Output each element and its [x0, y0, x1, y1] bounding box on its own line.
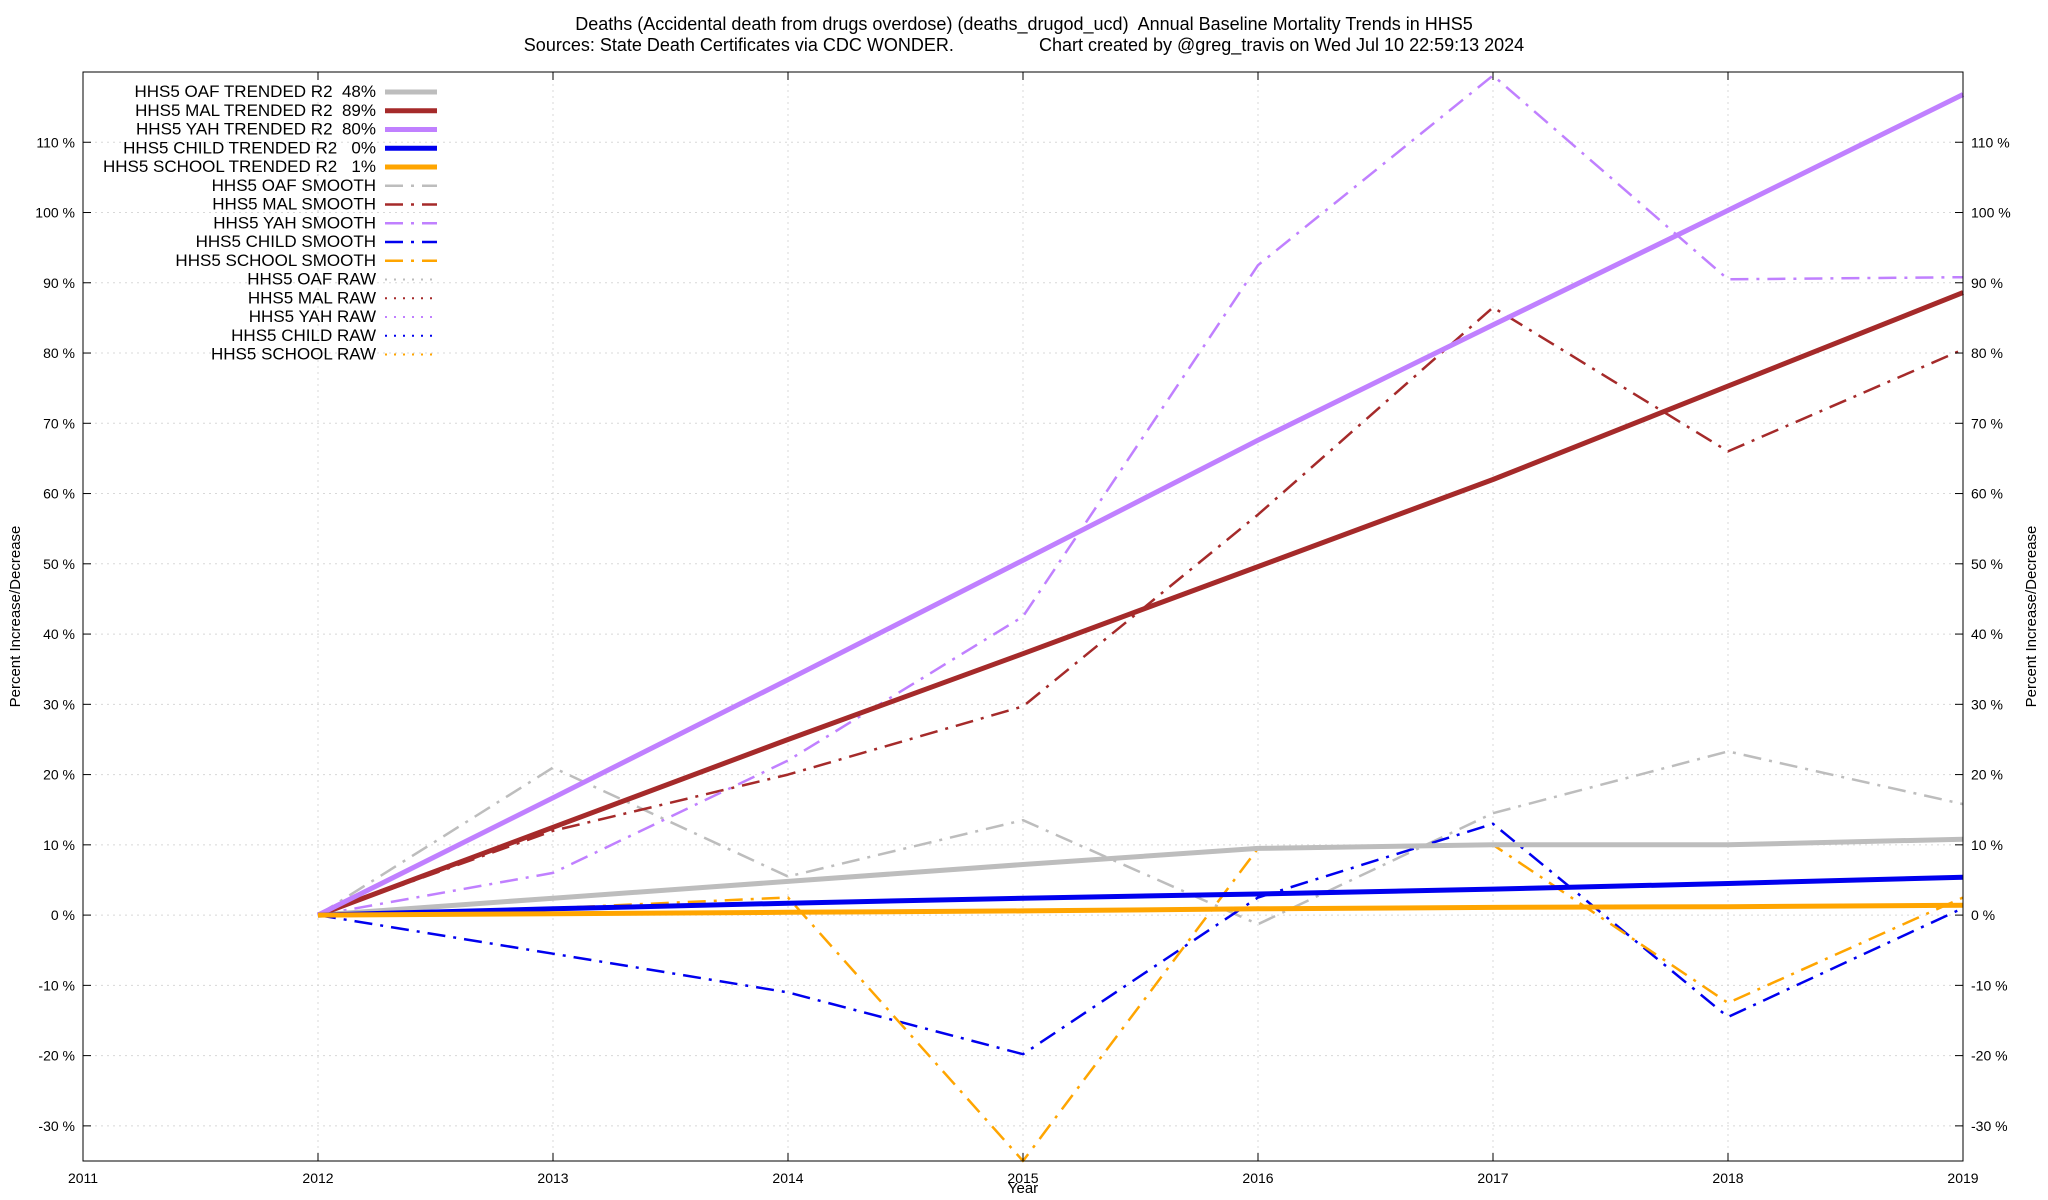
y2-tick-label: 30 % [1971, 696, 2003, 712]
legend-label: HHS5 MAL SMOOTH [212, 195, 376, 214]
x-tick-label: 2018 [1712, 1170, 1743, 1186]
y2-tick-label: 0 % [1971, 907, 1995, 923]
y-tick-label: 60 % [43, 486, 75, 502]
y-tick-label: 10 % [43, 837, 75, 853]
y-tick-label: 110 % [36, 134, 75, 150]
y-tick-label: 80 % [43, 345, 75, 361]
y-tick-label: 90 % [43, 275, 75, 291]
x-tick-label: 2012 [302, 1170, 333, 1186]
y2-tick-label: 70 % [1971, 415, 2003, 431]
chart-title: Deaths (Accidental death from drugs over… [575, 14, 1473, 34]
y2-tick-label: 50 % [1971, 556, 2003, 572]
y2-tick-label: 80 % [1971, 345, 2003, 361]
series-line-hhs5-school-smooth [317, 843, 1964, 1163]
legend-label: HHS5 SCHOOL TRENDED R2 1% [103, 157, 376, 176]
series-line-hhs5-oaf-smooth [317, 750, 1964, 926]
y-tick-label: 40 % [43, 626, 75, 642]
series-line-hhs5-yah-trended [316, 92, 1965, 918]
y-tick-label: 70 % [43, 415, 75, 431]
y-tick-label: 30 % [43, 696, 75, 712]
y2-tick-label: 10 % [1971, 837, 2003, 853]
y2-tick-label: 90 % [1971, 275, 2003, 291]
chart-subtitle: Sources: State Death Certificates via CD… [523, 35, 1525, 55]
y-tick-label: -20 % [38, 1048, 75, 1064]
x-tick-label: 2019 [1947, 1170, 1978, 1186]
x-tick-label: 2016 [1242, 1170, 1273, 1186]
series-line-hhs5-child-trended [317, 874, 1964, 918]
series-line-hhs5-mal-smooth [317, 306, 1964, 917]
legend-label: HHS5 OAF RAW [247, 270, 376, 289]
series-line-hhs5-child-smooth [317, 822, 1964, 1056]
y-tick-label: -10 % [38, 977, 75, 993]
y2-tick-label: 100 % [1971, 205, 2011, 221]
plot-series [316, 74, 1965, 1163]
x-tick-label: 2013 [537, 1170, 568, 1186]
x-tick-label: 2011 [68, 1170, 98, 1186]
legend-label: HHS5 SCHOOL SMOOTH [175, 251, 376, 270]
y-tick-label: -30 % [38, 1118, 75, 1134]
legend-label: HHS5 CHILD RAW [231, 326, 376, 345]
x-tick-label: 2017 [1477, 1170, 1508, 1186]
axis-ticks: 2011 2012 2013 2014 2015 2016 2017 2018 2019 -30 … [35, 72, 2011, 1186]
y-tick-label: 0 % [51, 907, 75, 923]
legend-label: HHS5 OAF TRENDED R2 48% [134, 82, 376, 101]
legend-label: HHS5 MAL RAW [248, 288, 376, 307]
legend-label: HHS5 CHILD TRENDED R2 0% [123, 138, 376, 157]
y2-tick-label: -10 % [1971, 977, 2008, 993]
y-axis-label: Percent Increase/Decrease [7, 526, 24, 708]
y-tick-label: 20 % [43, 767, 75, 783]
legend-label: HHS5 OAF SMOOTH [212, 176, 376, 195]
legend-label: HHS5 CHILD SMOOTH [196, 232, 376, 251]
y2-tick-label: 60 % [1971, 486, 2003, 502]
series-line-hhs5-school-trended [317, 902, 1964, 918]
y-tick-label: 50 % [43, 556, 75, 572]
x-axis-label: Year [1008, 1180, 1038, 1197]
legend-label: HHS5 YAH TRENDED R2 80% [136, 120, 376, 139]
y2-tick-label: -30 % [1971, 1118, 2008, 1134]
x-tick-label: 2015 [1007, 1170, 1038, 1186]
y2-tick-label: 20 % [1971, 767, 2003, 783]
y-tick-label: 100 % [35, 205, 75, 221]
legend: HHS5 OAF TRENDED R2 48%HHS5 MAL TRENDED … [103, 82, 437, 364]
y2-axis-label: Percent Increase/Decrease [2023, 526, 2040, 708]
legend-label: HHS5 MAL TRENDED R2 89% [135, 101, 376, 120]
legend-label: HHS5 YAH SMOOTH [213, 213, 376, 232]
x-tick-label: 2014 [772, 1170, 803, 1186]
series-line-hhs5-oaf-trended [317, 836, 1964, 918]
series-line-hhs5-mal-trended [317, 290, 1964, 918]
y2-tick-label: -20 % [1971, 1048, 2008, 1064]
legend-label: HHS5 SCHOOL RAW [211, 345, 376, 364]
y2-tick-label: 40 % [1971, 626, 2003, 642]
y2-tick-label: 110 % [1971, 134, 2010, 150]
legend-label: HHS5 YAH RAW [249, 307, 376, 326]
